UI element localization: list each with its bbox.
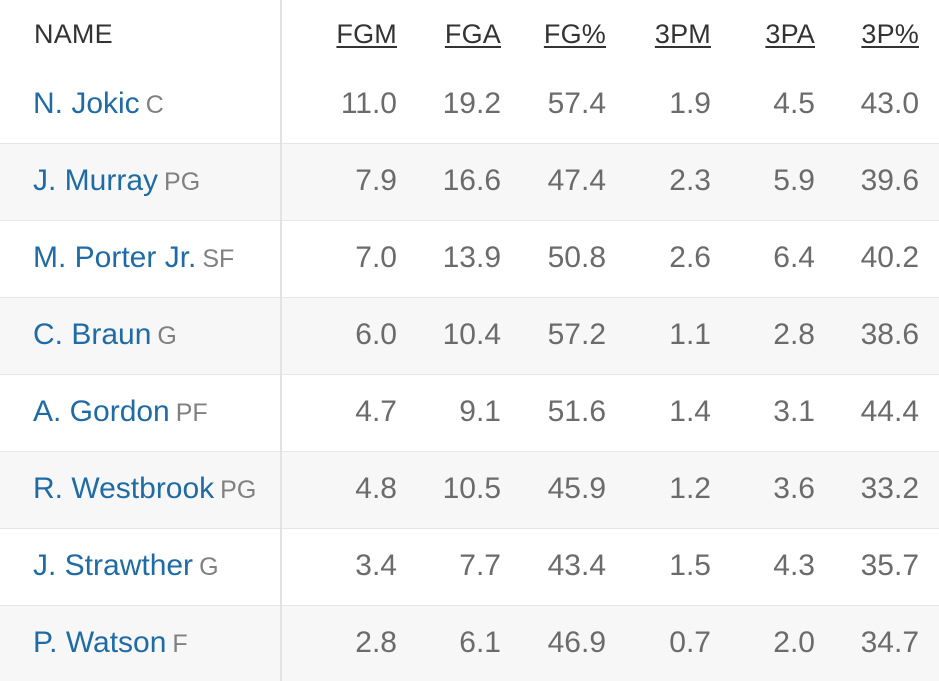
player-cell: P. Watson F bbox=[33, 626, 188, 660]
stat-3p-percent: 33.2 bbox=[860, 472, 919, 505]
stat-3pa: 5.9 bbox=[773, 164, 815, 197]
stat-fg-percent: 46.9 bbox=[547, 626, 606, 659]
header-fga-sort-link[interactable]: FGA bbox=[444, 19, 501, 49]
header-3pm-sort-link[interactable]: 3PM bbox=[654, 19, 711, 49]
player-name-link[interactable]: P. Watson bbox=[33, 626, 167, 659]
table-row: N. Jokic C 11.0 19.2 57.4 1.9 4.5 43.0 bbox=[0, 67, 939, 144]
stat-fgm: 7.9 bbox=[355, 164, 397, 197]
player-cell: N. Jokic C bbox=[33, 87, 164, 121]
player-position: G bbox=[157, 322, 177, 350]
player-name-link[interactable]: C. Braun bbox=[33, 318, 152, 351]
table-row: P. Watson F 2.8 6.1 46.9 0.7 2.0 34.7 bbox=[0, 606, 939, 681]
stat-fga: 16.6 bbox=[442, 164, 501, 197]
stat-fgm: 6.0 bbox=[355, 318, 397, 351]
player-name-link[interactable]: M. Porter Jr. bbox=[33, 241, 197, 274]
stat-3p-percent: 38.6 bbox=[860, 318, 919, 351]
player-position: PG bbox=[164, 168, 201, 196]
player-position: C bbox=[145, 91, 164, 119]
player-position: PF bbox=[175, 399, 208, 427]
stat-fga: 10.4 bbox=[442, 318, 501, 351]
stat-3pm: 2.3 bbox=[669, 164, 711, 197]
stat-fga: 10.5 bbox=[442, 472, 501, 505]
player-position: PG bbox=[220, 476, 257, 504]
stat-fg-percent: 47.4 bbox=[547, 164, 606, 197]
table-row: M. Porter Jr. SF 7.0 13.9 50.8 2.6 6.4 40… bbox=[0, 221, 939, 298]
player-cell: C. Braun G bbox=[33, 318, 177, 352]
player-cell: A. Gordon PF bbox=[33, 395, 208, 429]
stat-3pm: 1.2 bbox=[669, 472, 711, 505]
player-name-link[interactable]: R. Westbrook bbox=[33, 472, 215, 505]
table-row: C. Braun G 6.0 10.4 57.2 1.1 2.8 38.6 bbox=[0, 298, 939, 375]
stat-3pm: 1.5 bbox=[669, 549, 711, 582]
stat-fgm: 11.0 bbox=[340, 87, 397, 120]
stat-fg-percent: 51.6 bbox=[547, 395, 606, 428]
player-position: G bbox=[199, 553, 219, 581]
stat-fg-percent: 50.8 bbox=[547, 241, 606, 274]
stat-fg-percent: 45.9 bbox=[547, 472, 606, 505]
table-row: A. Gordon PF 4.7 9.1 51.6 1.4 3.1 44.4 bbox=[0, 375, 939, 452]
stat-3pa: 3.1 bbox=[773, 395, 815, 428]
stat-fgm: 4.7 bbox=[355, 395, 397, 428]
stat-3p-percent: 43.0 bbox=[860, 87, 919, 120]
table-header-row: NAME FGM FGA FG% 3PM 3PA 3P% bbox=[0, 0, 939, 69]
stat-fga: 13.9 bbox=[442, 241, 501, 274]
stat-3pa: 2.8 bbox=[773, 318, 815, 351]
player-name-link[interactable]: A. Gordon bbox=[33, 395, 170, 428]
stat-3p-percent: 35.7 bbox=[860, 549, 919, 582]
stat-fg-percent: 57.4 bbox=[547, 87, 606, 120]
stat-3p-percent: 40.2 bbox=[860, 241, 919, 274]
stat-fgm: 4.8 bbox=[355, 472, 397, 505]
player-position: F bbox=[172, 630, 188, 658]
stat-3pm: 0.7 bbox=[669, 626, 711, 659]
header-fgm-sort-link[interactable]: FGM bbox=[336, 19, 397, 49]
stat-3p-percent: 34.7 bbox=[860, 626, 919, 659]
stat-fg-percent: 57.2 bbox=[547, 318, 606, 351]
player-position: SF bbox=[202, 245, 235, 273]
stat-3pm: 1.1 bbox=[669, 318, 711, 351]
stat-3pa: 2.0 bbox=[773, 626, 815, 659]
player-name-link[interactable]: J. Strawther bbox=[33, 549, 194, 582]
header-3p-percent-sort-link[interactable]: 3P% bbox=[861, 19, 919, 49]
stat-fgm: 7.0 bbox=[355, 241, 397, 274]
stat-fga: 9.1 bbox=[459, 395, 501, 428]
table-row: R. Westbrook PG 4.8 10.5 45.9 1.2 3.6 33.… bbox=[0, 452, 939, 529]
stat-fg-percent: 43.4 bbox=[547, 549, 606, 582]
player-name-link[interactable]: N. Jokic bbox=[33, 87, 140, 120]
stat-3pm: 1.4 bbox=[669, 395, 711, 428]
stat-fga: 19.2 bbox=[442, 87, 501, 120]
stat-3pa: 3.6 bbox=[773, 472, 815, 505]
stat-3pa: 4.3 bbox=[773, 549, 815, 582]
stat-3pm: 2.6 bbox=[669, 241, 711, 274]
header-fg-percent-sort-link[interactable]: FG% bbox=[543, 19, 606, 49]
header-name: NAME bbox=[34, 19, 113, 49]
player-cell: M. Porter Jr. SF bbox=[33, 241, 234, 275]
stat-fga: 6.1 bbox=[459, 626, 501, 659]
stat-fgm: 2.8 bbox=[355, 626, 397, 659]
stat-fga: 7.7 bbox=[459, 549, 501, 582]
name-column-divider bbox=[280, 0, 282, 681]
player-cell: J. Murray PG bbox=[33, 164, 200, 198]
table-row: J. Murray PG 7.9 16.6 47.4 2.3 5.9 39.6 bbox=[0, 144, 939, 221]
stat-3p-percent: 39.6 bbox=[860, 164, 919, 197]
stat-3pa: 6.4 bbox=[773, 241, 815, 274]
stat-fgm: 3.4 bbox=[355, 549, 397, 582]
stat-3pm: 1.9 bbox=[669, 87, 711, 120]
table-row: J. Strawther G 3.4 7.7 43.4 1.5 4.3 35.7 bbox=[0, 529, 939, 606]
stat-3p-percent: 44.4 bbox=[860, 395, 919, 428]
player-cell: R. Westbrook PG bbox=[33, 472, 256, 506]
stat-3pa: 4.5 bbox=[773, 87, 815, 120]
player-cell: J. Strawther G bbox=[33, 549, 219, 583]
player-name-link[interactable]: J. Murray bbox=[33, 164, 159, 197]
header-3pa-sort-link[interactable]: 3PA bbox=[765, 19, 815, 49]
